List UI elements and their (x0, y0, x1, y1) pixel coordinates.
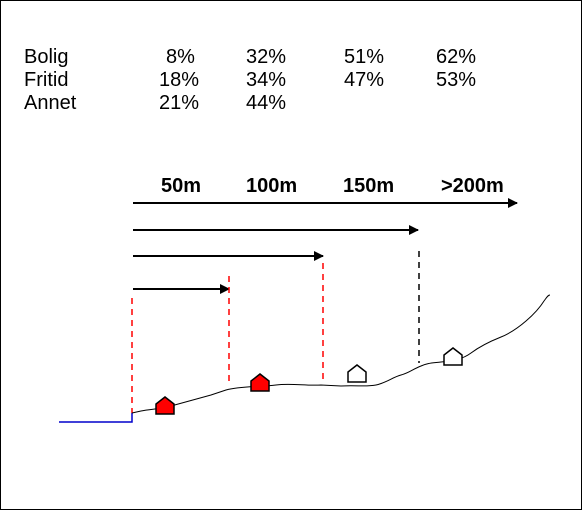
value-cell: 32% (246, 46, 287, 68)
terrain-line (131, 294, 551, 414)
house-icon (443, 347, 463, 366)
house-icon (347, 364, 367, 383)
row-label: Fritid (24, 69, 69, 91)
row-label: Annet (24, 92, 77, 114)
distance-label-50m: 50m (161, 175, 202, 197)
value-cell: 21% (159, 92, 200, 114)
value-cell: 34% (246, 69, 287, 91)
row-label: Bolig (24, 46, 69, 68)
distance-label-150m: 150m (343, 175, 395, 197)
value-cell: 18% (159, 69, 200, 91)
water-line (59, 413, 133, 423)
distance-label-200m: >200m (441, 175, 504, 197)
value-cell: 53% (436, 69, 477, 91)
house-icon (155, 396, 175, 415)
distance-label-100m: 100m (246, 175, 298, 197)
house-icon (250, 373, 270, 392)
value-cell: 51% (344, 46, 385, 68)
value-cell: 62% (436, 46, 477, 68)
value-cell: 44% (246, 92, 287, 114)
value-cell: 47% (344, 69, 385, 91)
value-cell: 8% (166, 46, 195, 68)
